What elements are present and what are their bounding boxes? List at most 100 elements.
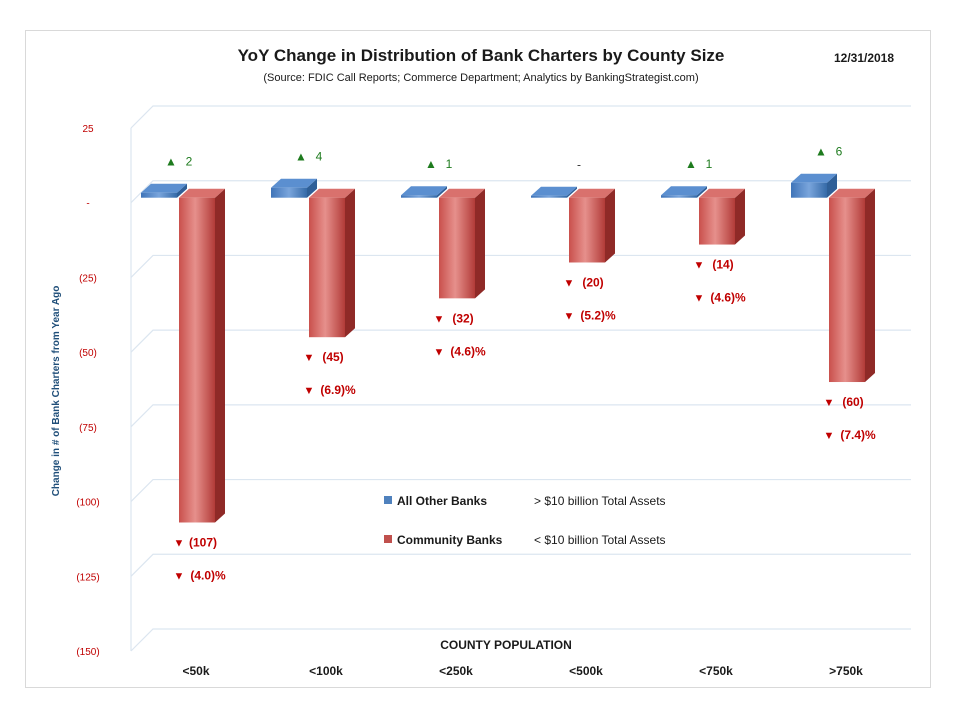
y-axis-title: Change in # of Bank Charters from Year A… xyxy=(51,286,62,497)
bar-community-banks-5-top xyxy=(829,188,875,198)
bar-community-banks-0-top xyxy=(179,188,225,198)
y-tick-label: (125) xyxy=(76,572,99,583)
gridlines xyxy=(130,105,911,652)
pct-label-community-banks-2: (4.6)% xyxy=(450,344,486,358)
bar-community-banks-0-front xyxy=(179,197,215,523)
chart-date: 12/31/2018 xyxy=(834,51,894,65)
legend-label-community-banks: Community Banks xyxy=(397,533,503,547)
bar-all-other-banks-1 xyxy=(271,178,317,198)
data-label-community-banks-2: (32) xyxy=(452,311,473,325)
bar-all-other-banks-2-front xyxy=(401,195,437,198)
up-arrow-icon: ▲ xyxy=(425,157,437,171)
bar-community-banks-4-side xyxy=(735,188,745,245)
bar-all-other-banks-1-front xyxy=(271,187,307,198)
bar-community-banks-2-top xyxy=(439,188,485,198)
bar-community-banks-2 xyxy=(439,188,485,299)
bar-all-other-banks-0-front xyxy=(141,192,177,198)
bar-community-banks-4 xyxy=(699,188,745,245)
x-axis-title: COUNTY POPULATION xyxy=(440,638,572,652)
bar-all-other-banks-2-side xyxy=(437,186,447,198)
bar-community-banks-5 xyxy=(829,188,875,383)
bar-community-banks-1-front xyxy=(309,197,345,338)
legend-note-all-other-banks: > $10 billion Total Assets xyxy=(534,494,666,508)
bar-community-banks-3 xyxy=(569,188,615,263)
bar-all-other-banks-0-top xyxy=(141,183,187,193)
bar-all-other-banks-2-top xyxy=(401,186,447,196)
x-tick-label-500k: <500k xyxy=(569,664,603,678)
chart-subtitle: (Source: FDIC Call Reports; Commerce Dep… xyxy=(263,72,698,84)
data-labels: ▲ 2 ▼ (107) ▼ (4.0)% ▲ 4 ▼ (45) ▼ (6.9)% ▲ 1 ▼ (32) ▼ (4.… xyxy=(165,145,876,583)
gridline xyxy=(130,628,911,652)
bar-all-other-banks-4 xyxy=(661,186,707,198)
bar-community-banks-3-side xyxy=(605,188,615,263)
down-arrow-icon: ▼ xyxy=(434,313,445,325)
down-arrow-icon: ▼ xyxy=(304,352,315,364)
bar-all-other-banks-0 xyxy=(141,183,187,198)
chart-svg: ▲ 2 ▼ (107) ▼ (4.0)% ▲ 4 ▼ (45) ▼ (6.9)% ▲ 1 ▼ (32) ▼ (4.… xyxy=(51,46,911,678)
gridline xyxy=(130,105,911,129)
y-tick-label: (75) xyxy=(79,423,97,434)
bar-all-other-banks-5 xyxy=(791,173,837,198)
y-tick-label: (100) xyxy=(76,498,99,509)
bar-all-other-banks-0-side xyxy=(177,183,187,198)
down-arrow-icon: ▼ xyxy=(824,430,835,442)
up-arrow-icon: ▲ xyxy=(815,145,827,159)
x-tick-label-750k: >750k xyxy=(829,664,863,678)
up-arrow-icon: ▲ xyxy=(165,155,177,169)
data-label-all-other-banks-0: 2 xyxy=(186,155,193,169)
bar-community-banks-1 xyxy=(309,188,355,338)
data-label-community-banks-0: (107) xyxy=(189,535,217,549)
bar-community-banks-2-side xyxy=(475,188,485,299)
y-tick-label: (25) xyxy=(79,273,97,284)
down-arrow-icon: ▼ xyxy=(174,537,185,549)
data-label-all-other-banks-5: 6 xyxy=(836,145,843,159)
bar-community-banks-1-side xyxy=(345,188,355,338)
axes: 25 - (25) (50) (75) (100) (125) (150) <50k <100k <… xyxy=(76,124,863,678)
data-label-community-banks-5: (60) xyxy=(842,395,863,409)
bar-all-other-banks-2 xyxy=(401,186,447,198)
gridline xyxy=(130,329,911,353)
legend: All Other Banks > $10 billion Total Asse… xyxy=(384,494,666,547)
down-arrow-icon: ▼ xyxy=(564,277,575,289)
pct-label-community-banks-5: (7.4)% xyxy=(840,428,876,442)
data-label-community-banks-3: (20) xyxy=(582,275,603,289)
down-arrow-icon: ▼ xyxy=(824,397,835,409)
data-label-community-banks-1: (45) xyxy=(322,350,343,364)
bar-all-other-banks-4-side xyxy=(697,186,707,198)
x-tick-label-750k: <750k xyxy=(699,664,733,678)
y-tick-label: (50) xyxy=(79,348,97,359)
bar-all-other-banks-3-side xyxy=(567,186,577,198)
bars xyxy=(141,173,875,523)
legend-note-community-banks: < $10 billion Total Assets xyxy=(534,533,666,547)
gridline xyxy=(130,254,911,278)
legend-label-all-other-banks: All Other Banks xyxy=(397,494,487,508)
gridline xyxy=(130,404,911,428)
bar-community-banks-0-side xyxy=(215,188,225,523)
bar-all-other-banks-5-front xyxy=(791,182,827,198)
down-arrow-icon: ▼ xyxy=(694,293,705,305)
x-tick-label-100k: <100k xyxy=(309,664,343,678)
bar-community-banks-5-side xyxy=(865,188,875,383)
bar-all-other-banks-1-side xyxy=(307,178,317,198)
pct-label-community-banks-1: (6.9)% xyxy=(320,383,356,397)
gridline xyxy=(130,478,911,502)
bar-community-banks-4-top xyxy=(699,188,745,198)
gridline xyxy=(130,553,911,577)
bar-all-other-banks-4-front xyxy=(661,195,697,198)
y-tick-label: - xyxy=(86,199,89,210)
bar-community-banks-5-front xyxy=(829,197,865,383)
down-arrow-icon: ▼ xyxy=(694,260,705,272)
down-arrow-icon: ▼ xyxy=(174,570,185,582)
x-tick-label-250k: <250k xyxy=(439,664,473,678)
legend-swatch-all-other-banks xyxy=(384,496,392,504)
x-tick-label-50k: <50k xyxy=(182,664,209,678)
bar-all-other-banks-3-front xyxy=(531,195,567,198)
bar-community-banks-2-front xyxy=(439,197,475,299)
bar-community-banks-3-top xyxy=(569,188,615,198)
bar-all-other-banks-4-top xyxy=(661,186,707,196)
data-label-all-other-banks-3: - xyxy=(577,158,581,172)
bar-all-other-banks-5-top xyxy=(791,173,837,183)
down-arrow-icon: ▼ xyxy=(434,346,445,358)
data-label-all-other-banks-1: 4 xyxy=(316,150,323,164)
bar-all-other-banks-3 xyxy=(531,186,577,198)
